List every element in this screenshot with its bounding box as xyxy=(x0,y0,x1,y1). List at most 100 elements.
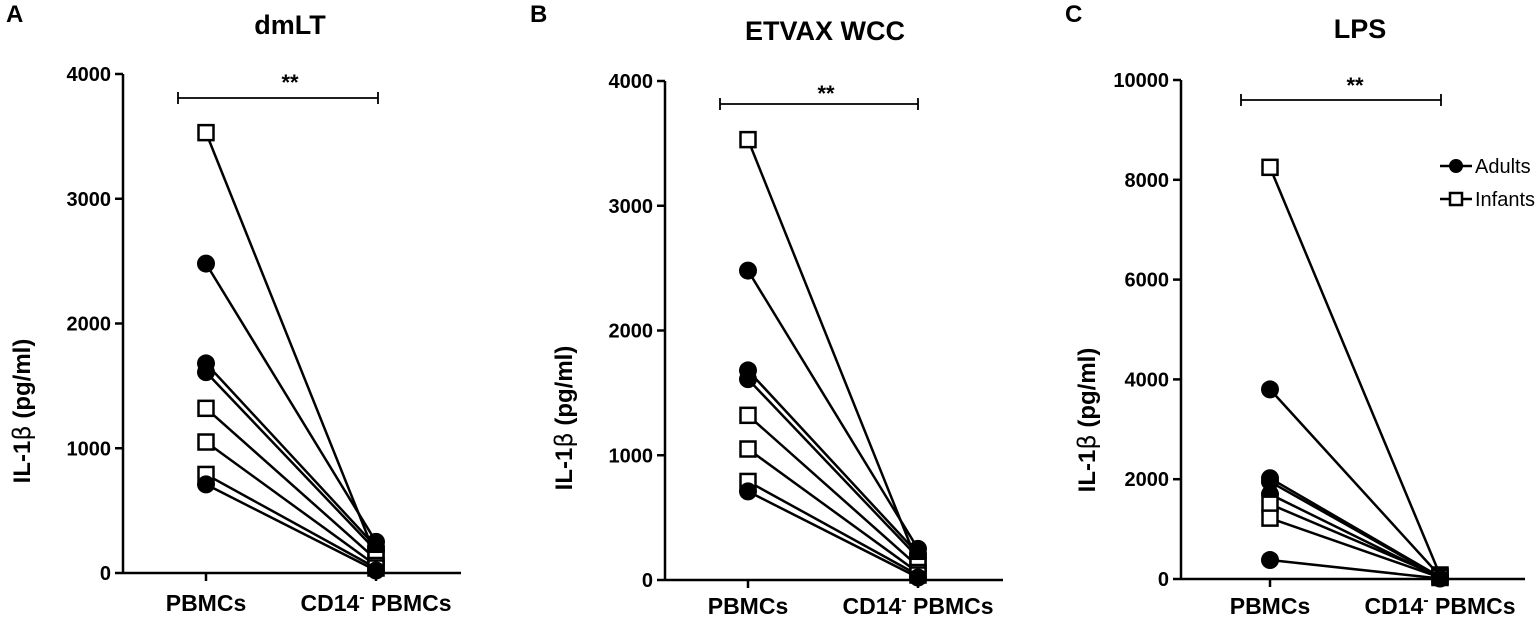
axes xyxy=(1173,78,1525,587)
x-category-label-pbmcs: PBMCs xyxy=(708,593,789,619)
pair-line-infants xyxy=(1269,516,1441,579)
y-tick-labels: 0 2000 4000 6000 8000 10000 xyxy=(1113,70,1169,591)
x-category-label-pbmcs: PBMCs xyxy=(166,590,247,616)
legend-marker-adults xyxy=(1449,159,1463,173)
y-axis-title: IL-1β (pg/ml) xyxy=(550,346,578,491)
legend-marker-infants xyxy=(1448,191,1464,207)
data-point-infants xyxy=(1261,158,1279,177)
y-axis-label-greek: β xyxy=(8,425,36,440)
pair-line-infants xyxy=(747,448,919,574)
significance-label: ** xyxy=(817,81,835,106)
panel-letter: A xyxy=(6,1,23,28)
data-point-adults xyxy=(197,363,215,382)
y-axis-title: IL-1β (pg/ml) xyxy=(8,339,36,484)
x-category-label-cd14-pbmcs: CD14- PBMCs xyxy=(1364,592,1515,619)
data-markers xyxy=(197,123,385,580)
significance-label: ** xyxy=(1346,73,1364,98)
pair-lines xyxy=(746,139,920,579)
pair-line-adults xyxy=(1269,388,1441,577)
y-tick-label: 4000 xyxy=(609,71,654,93)
y-tick-labels: 0 1000 2000 3000 4000 xyxy=(609,71,654,592)
data-point-adults xyxy=(1261,472,1279,491)
pair-lines xyxy=(1268,166,1442,580)
data-markers xyxy=(1261,158,1449,588)
significance-label: ** xyxy=(281,70,299,95)
y-tick-label: 0 xyxy=(642,570,653,592)
y-axis-label-main: IL-1 xyxy=(1074,450,1101,493)
chart-title: LPS xyxy=(1334,14,1387,44)
y-axis-label-greek: β xyxy=(550,432,578,447)
pair-line-adults xyxy=(204,262,378,543)
pair-line-infants xyxy=(747,414,919,568)
data-point-infants xyxy=(197,123,215,142)
y-tick-label: 1000 xyxy=(67,438,112,460)
pair-line-adults xyxy=(1269,558,1441,580)
y-axis-title: IL-1β (pg/ml) xyxy=(1073,348,1101,493)
pair-line-adults xyxy=(205,362,377,548)
data-point-adults xyxy=(739,370,757,389)
y-axis-label-unit: (pg/ml) xyxy=(9,339,36,419)
pair-line-adults xyxy=(747,378,919,559)
legend: Adults Infants xyxy=(1440,156,1535,211)
y-tick-label: 2000 xyxy=(609,321,654,343)
data-point-infants xyxy=(197,433,215,451)
pair-line-infants xyxy=(205,441,377,567)
y-tick-label: 0 xyxy=(1158,569,1169,591)
data-point-adults xyxy=(1261,551,1279,570)
pair-line-infants xyxy=(746,139,920,565)
pair-line-adults xyxy=(205,483,377,572)
panel-c: C LPS IL-1β (pg/ml) 0 2000 4000 6000 8000 100… xyxy=(1065,1,1535,619)
svg-text:IL-1β (pg/ml): IL-1β (pg/ml) xyxy=(550,346,578,491)
data-point-adults xyxy=(739,261,757,280)
data-point-infants xyxy=(197,399,215,418)
y-tick-label: 6000 xyxy=(1125,270,1170,292)
panel-letter: C xyxy=(1065,1,1082,28)
data-point-adults xyxy=(197,475,215,494)
data-point-infants xyxy=(739,440,757,458)
panel-a: A dmLT IL-1β (pg/ml) 0 1000 2000 3000 4000 *… xyxy=(6,1,461,616)
x-category-label-cd14-pbmcs: CD14- PBMCs xyxy=(300,589,451,616)
pair-line-adults xyxy=(747,490,919,579)
pair-lines xyxy=(204,132,378,572)
x-category-label-pbmcs: PBMCs xyxy=(1230,593,1311,619)
svg-text:IL-1β (pg/ml): IL-1β (pg/ml) xyxy=(8,339,36,484)
data-point-infants xyxy=(739,406,757,425)
data-point-adults xyxy=(1261,380,1279,399)
y-axis-label-main: IL-1 xyxy=(551,448,578,491)
svg-text:IL-1β (pg/ml): IL-1β (pg/ml) xyxy=(1073,348,1101,493)
pair-line-infants xyxy=(205,473,377,570)
axes xyxy=(115,72,461,581)
panel-letter: B xyxy=(530,1,547,28)
data-point-adults xyxy=(739,482,757,501)
y-axis-label-unit: (pg/ml) xyxy=(551,346,578,426)
legend-label-infants: Infants xyxy=(1475,189,1535,211)
y-tick-label: 3000 xyxy=(67,189,112,211)
axes xyxy=(657,79,1003,588)
y-axis-label-greek: β xyxy=(1073,434,1101,449)
y-tick-label: 4000 xyxy=(1125,369,1170,391)
pair-line-infants xyxy=(1268,166,1442,576)
y-axis-label-unit: (pg/ml) xyxy=(1074,348,1101,428)
data-point-adults xyxy=(909,568,927,587)
y-tick-label: 2000 xyxy=(1125,469,1170,491)
y-tick-label: 10000 xyxy=(1113,70,1169,92)
pair-line-adults xyxy=(1269,480,1441,579)
y-tick-labels: 0 1000 2000 3000 4000 xyxy=(67,64,112,585)
y-tick-label: 2000 xyxy=(67,314,112,336)
pair-line-adults xyxy=(746,269,920,550)
y-tick-label: 0 xyxy=(100,563,111,585)
x-category-label-cd14-pbmcs: CD14- PBMCs xyxy=(842,592,993,619)
pair-line-infants xyxy=(747,480,919,577)
data-point-adults xyxy=(1431,569,1449,588)
panel-b: B ETVAX WCC IL-1β (pg/ml) 0 1000 2000 3000 4… xyxy=(530,1,1003,619)
data-point-infants xyxy=(739,130,757,149)
y-tick-label: 8000 xyxy=(1125,170,1170,192)
data-point-adults xyxy=(197,254,215,273)
pair-line-adults xyxy=(747,369,919,555)
legend-label-adults: Adults xyxy=(1475,156,1531,178)
y-tick-label: 4000 xyxy=(67,64,112,86)
chart-title: dmLT xyxy=(254,10,326,40)
y-tick-label: 1000 xyxy=(609,445,654,467)
pair-line-adults xyxy=(205,371,377,552)
